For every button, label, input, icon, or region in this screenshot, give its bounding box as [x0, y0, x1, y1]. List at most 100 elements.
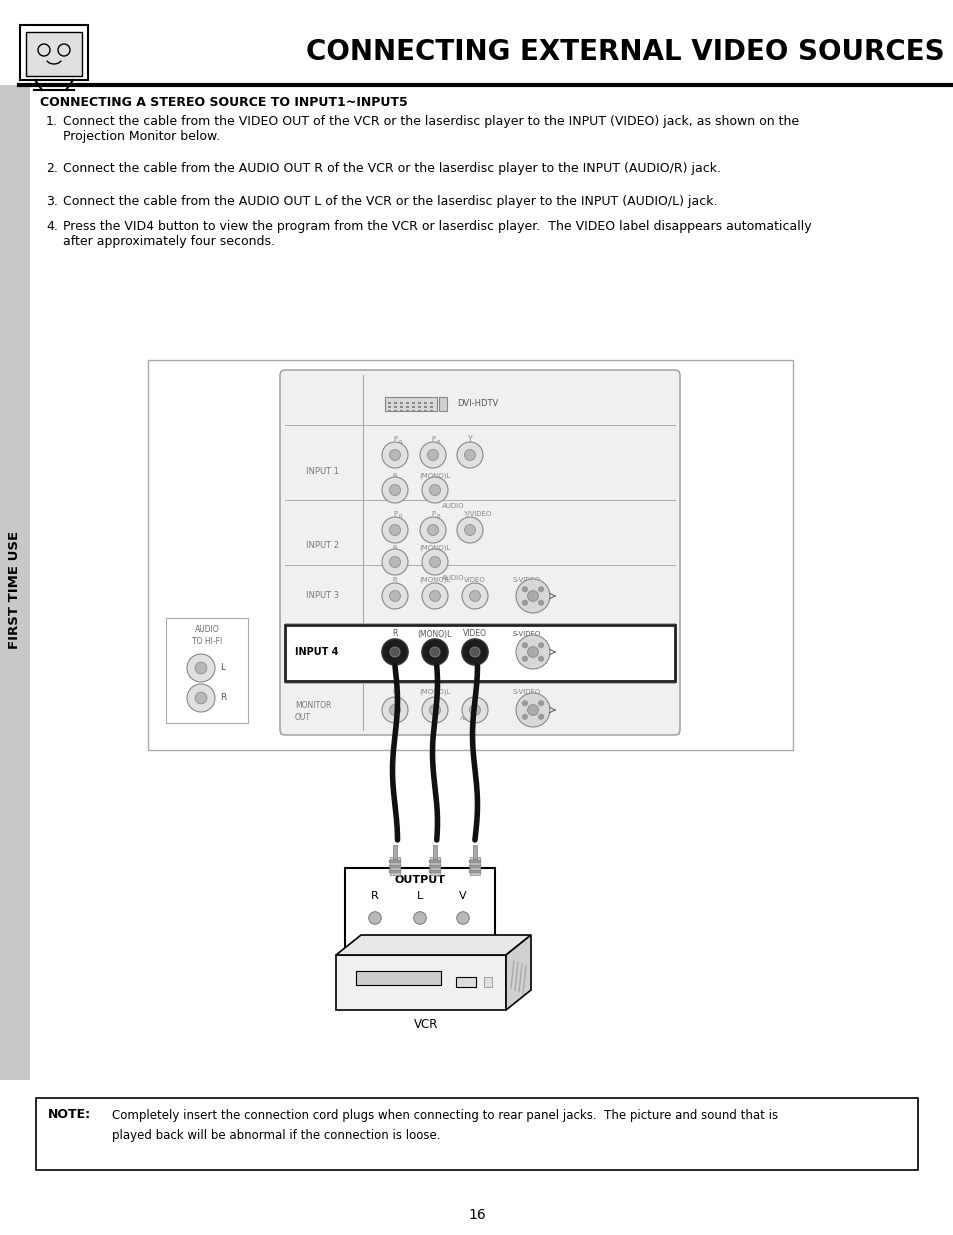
Text: 3.: 3.: [46, 195, 58, 207]
Bar: [399, 401, 402, 404]
Circle shape: [448, 903, 477, 932]
Circle shape: [461, 697, 488, 722]
Text: B: B: [436, 440, 439, 445]
Text: Connect the cable from the AUDIO OUT L of the VCR or the laserdisc player to the: Connect the cable from the AUDIO OUT L o…: [63, 195, 717, 207]
Bar: [430, 857, 439, 876]
Circle shape: [421, 550, 448, 576]
Circle shape: [381, 697, 408, 722]
Text: INPUT 1: INPUT 1: [306, 468, 339, 477]
Circle shape: [195, 662, 207, 674]
Bar: [469, 869, 480, 873]
Circle shape: [368, 911, 381, 924]
Bar: [26, 32, 82, 77]
Text: P: P: [393, 511, 396, 517]
Circle shape: [537, 600, 543, 606]
Bar: [0, 85, 30, 1079]
Text: (MONO)L: (MONO)L: [419, 689, 450, 695]
Bar: [483, 977, 492, 987]
Circle shape: [421, 697, 448, 722]
Bar: [469, 860, 480, 863]
Text: 2.: 2.: [46, 162, 58, 175]
Text: INPUT 3: INPUT 3: [306, 592, 339, 600]
Text: S-VIDEO: S-VIDEO: [513, 577, 540, 583]
Circle shape: [516, 693, 550, 727]
Bar: [430, 410, 433, 412]
Circle shape: [527, 590, 537, 601]
Circle shape: [521, 587, 527, 593]
Text: 16: 16: [468, 1208, 485, 1221]
Circle shape: [187, 655, 214, 682]
Text: R: R: [371, 890, 378, 902]
Bar: [417, 410, 420, 412]
Text: (MONO)L: (MONO)L: [419, 545, 450, 551]
Text: V: V: [458, 890, 466, 902]
Circle shape: [537, 700, 543, 706]
Circle shape: [464, 525, 475, 536]
Text: AUDIO: AUDIO: [194, 625, 219, 635]
Circle shape: [521, 600, 527, 606]
Bar: [399, 410, 402, 412]
Bar: [412, 405, 415, 408]
Polygon shape: [335, 935, 531, 955]
Circle shape: [456, 442, 482, 468]
Bar: [335, 955, 505, 1010]
Text: (MONO)L: (MONO)L: [419, 577, 450, 583]
Polygon shape: [505, 935, 531, 1010]
Bar: [385, 396, 436, 411]
Text: R: R: [220, 694, 226, 703]
Text: R: R: [393, 473, 397, 479]
Circle shape: [537, 714, 543, 720]
Text: B: B: [436, 515, 439, 520]
Text: Press the VID4 button to view the program from the VCR or laserdisc player.  The: Press the VID4 button to view the progra…: [63, 220, 811, 248]
Circle shape: [521, 700, 527, 706]
Bar: [429, 864, 440, 868]
Circle shape: [537, 587, 543, 593]
Text: MONITOR: MONITOR: [294, 700, 331, 709]
Bar: [285, 625, 675, 680]
Text: INPUT 2: INPUT 2: [306, 541, 339, 551]
Circle shape: [537, 642, 543, 648]
Text: VIDEO: VIDEO: [464, 577, 485, 583]
Circle shape: [389, 484, 400, 495]
Bar: [399, 405, 402, 408]
Text: R: R: [393, 577, 397, 583]
Bar: [430, 405, 433, 408]
Text: CONNECTING A STEREO SOURCE TO INPUT1~INPUT5: CONNECTING A STEREO SOURCE TO INPUT1~INP…: [40, 96, 407, 110]
Circle shape: [38, 44, 50, 56]
FancyBboxPatch shape: [280, 370, 679, 735]
Bar: [393, 845, 396, 860]
Bar: [406, 410, 409, 412]
Bar: [456, 977, 476, 987]
Text: R: R: [392, 630, 397, 638]
Text: S-VIDEO: S-VIDEO: [513, 689, 540, 695]
Circle shape: [456, 911, 469, 924]
Bar: [473, 845, 476, 860]
Text: AUDIO-: AUDIO-: [459, 715, 482, 720]
Circle shape: [58, 44, 70, 56]
Circle shape: [430, 647, 439, 657]
Bar: [389, 864, 400, 868]
Circle shape: [405, 903, 435, 932]
Bar: [388, 401, 391, 404]
Bar: [389, 869, 400, 873]
Circle shape: [381, 517, 408, 543]
Bar: [394, 410, 396, 412]
Text: OUT: OUT: [294, 714, 311, 722]
Text: Connect the cable from the VIDEO OUT of the VCR or the laserdisc player to the I: Connect the cable from the VIDEO OUT of …: [63, 115, 799, 143]
Bar: [148, 359, 792, 750]
Bar: [345, 868, 495, 948]
Text: P: P: [431, 511, 435, 517]
Bar: [394, 405, 396, 408]
Text: L: L: [220, 663, 225, 673]
Bar: [417, 401, 420, 404]
Circle shape: [521, 714, 527, 720]
Bar: [355, 971, 440, 986]
Circle shape: [421, 583, 448, 609]
Circle shape: [421, 477, 448, 503]
Circle shape: [381, 442, 408, 468]
Bar: [438, 396, 447, 411]
Circle shape: [381, 477, 408, 503]
Text: R: R: [397, 515, 401, 520]
Circle shape: [464, 450, 475, 461]
Circle shape: [429, 484, 440, 495]
